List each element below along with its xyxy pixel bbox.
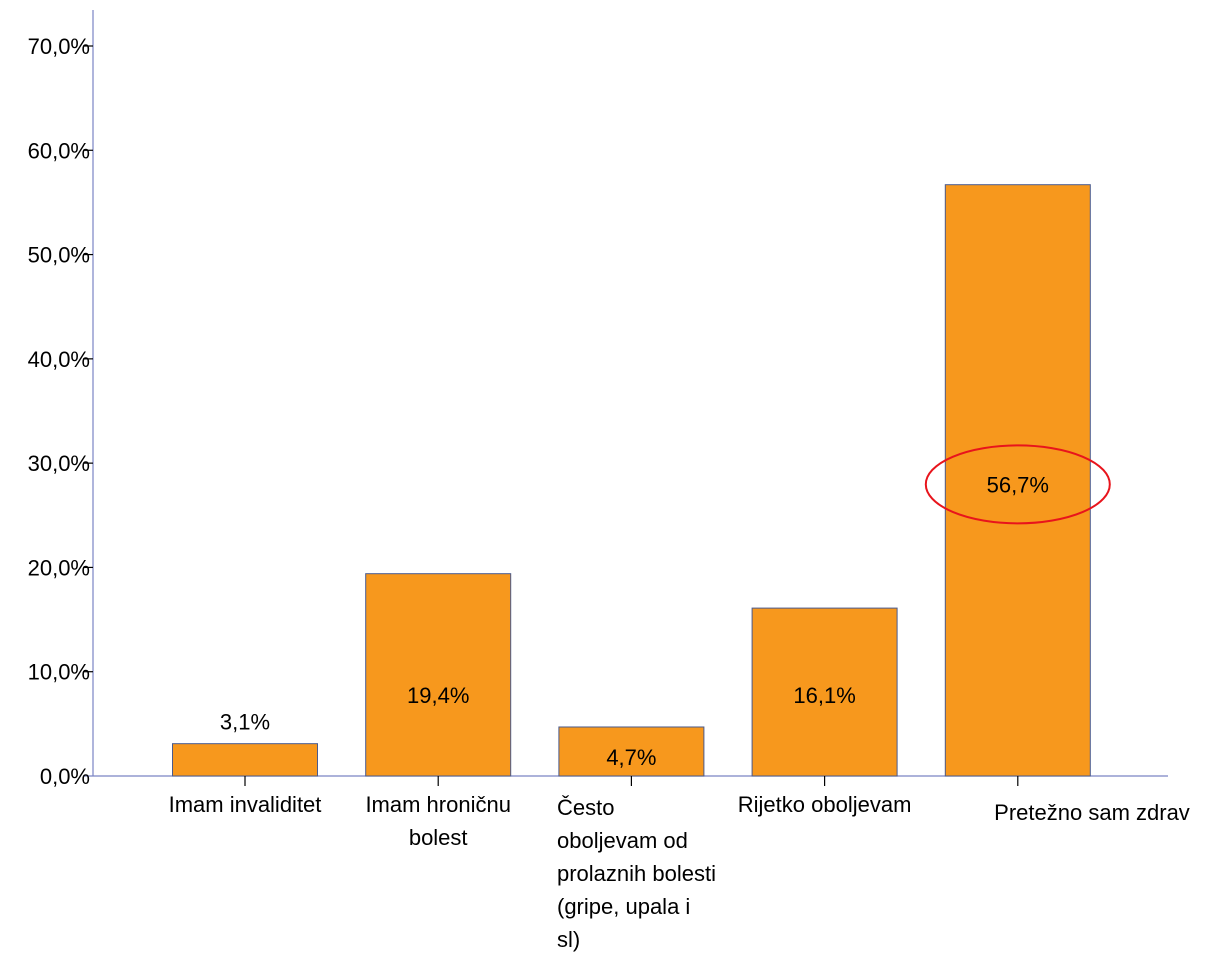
bar bbox=[172, 743, 318, 777]
category-labels: Imam invaliditet Imam hroničnu bolest Često… bbox=[169, 792, 1190, 952]
bar bbox=[558, 726, 705, 777]
category-label-line: Imam hroničnu bbox=[365, 792, 511, 817]
category-label: Rijetko oboljevam bbox=[738, 792, 912, 817]
category-label-line: (gripe, upala i bbox=[557, 894, 690, 919]
highlight-layer bbox=[924, 444, 1111, 525]
y-tick-label: 50,0% bbox=[28, 243, 90, 268]
category-label-line: Imam invaliditet bbox=[169, 792, 322, 817]
y-tick-label: 40,0% bbox=[28, 347, 90, 372]
data-label: 4,7% bbox=[606, 745, 656, 770]
data-label: 19,4% bbox=[407, 683, 469, 708]
data-label: 3,1% bbox=[220, 710, 270, 735]
y-tick-label: 10,0% bbox=[28, 660, 90, 685]
data-labels: 3,1% 19,4% 4,7% 16,1% 56,7% bbox=[220, 472, 1049, 770]
y-tick-label: 0,0% bbox=[40, 764, 90, 789]
category-label: Imam hroničnu bolest bbox=[365, 792, 511, 850]
category-label-line: Rijetko oboljevam bbox=[738, 792, 912, 817]
category-label-line: prolaznih bolesti bbox=[557, 861, 716, 886]
y-tick-label: 70,0% bbox=[28, 34, 90, 59]
bar bbox=[944, 184, 1091, 777]
category-label: Često oboljevam od prolaznih bolesti (gripe… bbox=[557, 795, 716, 952]
category-label-line: oboljevam od bbox=[557, 828, 688, 853]
y-axis-ticks: 0,0% 10,0% 20,0% 30,0% 40,0% 50,0% 60,0% 70,0% bbox=[28, 34, 93, 789]
category-label-line: sl) bbox=[557, 927, 580, 952]
data-label: 16,1% bbox=[793, 683, 855, 708]
category-label-line: Često bbox=[557, 795, 614, 820]
x-axis-ticks bbox=[244, 776, 1019, 786]
data-label: 56,7% bbox=[987, 472, 1049, 497]
highlight-ellipse bbox=[924, 444, 1111, 525]
y-tick-label: 60,0% bbox=[28, 138, 90, 163]
y-tick-label: 20,0% bbox=[28, 555, 90, 580]
bar bbox=[365, 573, 512, 777]
category-label: Pretežno sam zdrav bbox=[994, 800, 1190, 825]
bars bbox=[172, 184, 1091, 777]
bar bbox=[751, 607, 898, 777]
y-tick-label: 30,0% bbox=[28, 451, 90, 476]
category-label: Imam invaliditet bbox=[169, 792, 322, 817]
category-label-line: bolest bbox=[409, 825, 468, 850]
category-label-line: Pretežno sam zdrav bbox=[994, 800, 1190, 825]
